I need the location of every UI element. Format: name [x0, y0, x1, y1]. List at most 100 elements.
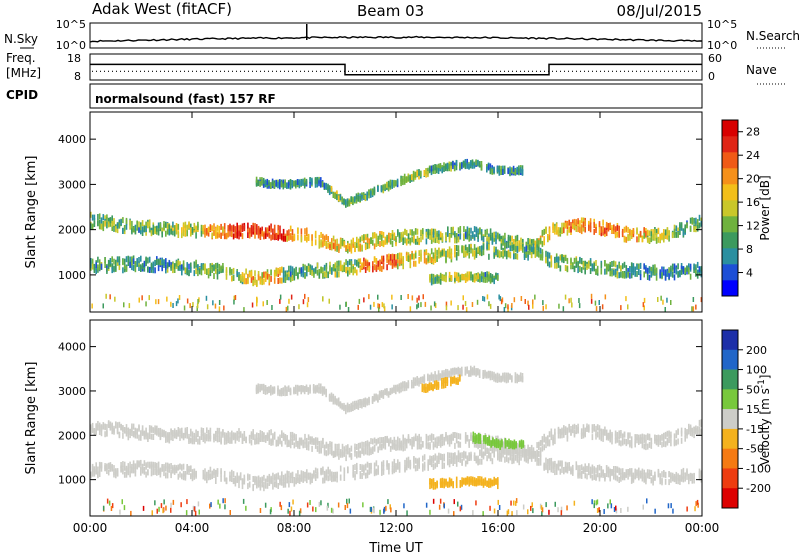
upper-cell: [106, 430, 108, 436]
lower-cell: [488, 448, 490, 455]
lower-cell: [190, 262, 192, 269]
lower-cell: [536, 453, 538, 460]
lower-cell: [259, 477, 262, 484]
upper-cell: [111, 428, 113, 435]
lower-cell: [197, 270, 199, 277]
upper-cell: [427, 435, 429, 442]
lower-cell: [352, 464, 354, 471]
high-cell: [339, 194, 342, 201]
upper-cell: [588, 220, 590, 227]
lower-cell: [177, 264, 180, 271]
high-cell: [412, 377, 415, 384]
lower-cell: [536, 244, 538, 251]
lower-cell: [113, 465, 115, 472]
lower-cell: [145, 260, 147, 267]
upper-cell: [289, 437, 292, 444]
upper-cell: [422, 233, 424, 240]
high-cell: [353, 404, 356, 411]
lower-cell: [605, 471, 608, 477]
high-cell: [505, 377, 508, 384]
upper-cell: [348, 245, 351, 252]
lower-cell: [231, 469, 233, 476]
lower-cell: [238, 274, 240, 281]
lower-cell: [368, 465, 371, 472]
upper-cell: [129, 219, 131, 226]
scatter-cell: [243, 307, 245, 313]
high-cell: [334, 398, 336, 405]
upper-cell: [552, 227, 554, 233]
upper-cell: [454, 237, 456, 244]
upper-cell: [595, 433, 597, 440]
upper-cell: [281, 233, 283, 240]
upper-cell: [327, 444, 329, 450]
lower-cell: [675, 268, 678, 275]
upper-cell: [693, 217, 695, 224]
noise-panel-frame: [89, 22, 703, 49]
upper-cell: [434, 438, 437, 444]
upper-cell: [343, 446, 346, 453]
upper-cell: [243, 225, 246, 232]
lower-cell: [279, 479, 281, 486]
upper-cell: [304, 433, 306, 440]
high-cell: [498, 376, 501, 383]
upper-cell: [638, 434, 640, 441]
lower-cell: [438, 452, 440, 459]
upper-cell: [448, 435, 451, 442]
lower-cell: [679, 271, 681, 278]
upper-cell: [354, 446, 356, 453]
lower-cell: [448, 246, 451, 253]
lower-cell: [445, 250, 447, 257]
lower-cell: [97, 256, 99, 263]
upper-cell: [118, 421, 121, 428]
high-cell: [255, 176, 258, 183]
upper-cell: [627, 235, 629, 242]
high-cell: [455, 367, 458, 374]
lower-cell: [298, 267, 301, 274]
lower-cell: [538, 459, 540, 466]
scatter-cell: [662, 299, 664, 305]
high-cell: [255, 388, 258, 395]
lower-cell: [638, 467, 640, 474]
lower-cell: [507, 457, 510, 464]
upper-cell: [134, 428, 137, 435]
lower-cell: [257, 274, 260, 281]
upper-cell: [432, 443, 435, 450]
upper-cell: [564, 426, 567, 433]
upper-cell: [316, 445, 319, 452]
upper-cell: [404, 439, 406, 446]
upper-cell: [288, 234, 290, 241]
lower-cell: [570, 257, 572, 264]
upper-cell: [334, 447, 337, 454]
lower-cell: [166, 466, 169, 473]
upper-cell: [272, 439, 274, 446]
lower-cell: [411, 253, 413, 260]
lower-cell: [288, 471, 290, 478]
high-cell: [337, 195, 340, 202]
lower-cell: [627, 469, 629, 475]
lower-cell: [275, 270, 278, 277]
lower-cell: [550, 260, 553, 267]
upper-cell: [206, 435, 208, 442]
scatter-cell: [416, 304, 418, 310]
upper-cell: [336, 443, 338, 450]
scatter-cell: [175, 301, 178, 307]
upper-cell: [202, 428, 205, 434]
upper-cell: [405, 440, 408, 447]
lower-cell: [204, 468, 206, 475]
lower-cell: [163, 470, 165, 477]
upper-cell: [427, 232, 429, 239]
scatter-cell: [507, 304, 509, 310]
lower-cell: [304, 475, 306, 482]
upper-cell: [236, 232, 238, 239]
high-cell: [473, 369, 476, 376]
upper-cell: [291, 235, 294, 242]
upper-cell: [218, 427, 221, 434]
lower-cell: [473, 253, 476, 260]
high-cell: [307, 388, 310, 395]
lower-cell: [165, 267, 167, 274]
upper-cell: [530, 243, 533, 250]
patch-cell: [429, 478, 431, 485]
lower-cell: [250, 271, 253, 278]
lower-cell: [198, 268, 201, 275]
lower-cell: [134, 463, 137, 470]
